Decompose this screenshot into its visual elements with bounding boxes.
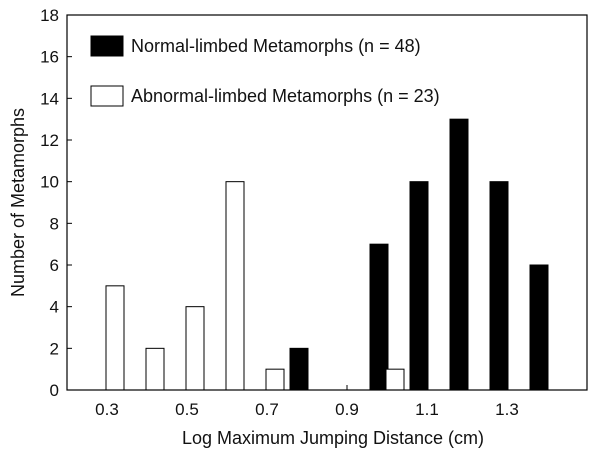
- x-tick-label: 0.3: [95, 400, 119, 419]
- plot-frame: [66, 14, 588, 391]
- normal-bar: [289, 347, 309, 391]
- bars-group: [105, 118, 549, 391]
- legend-label: Normal-limbed Metamorphs (n = 48): [131, 36, 421, 56]
- x-tick-label: 0.7: [255, 400, 279, 419]
- abnormal-bar: [385, 368, 405, 391]
- abnormal-bar: [225, 181, 245, 391]
- y-tick-label: 0: [50, 381, 59, 400]
- abnormal-bar: [105, 285, 125, 391]
- legend-swatch: [90, 35, 124, 57]
- y-tick-label: 12: [40, 131, 59, 150]
- abnormal-bar: [265, 368, 285, 391]
- normal-bar: [529, 264, 549, 391]
- legend-swatch: [90, 85, 124, 107]
- normal-bar: [449, 118, 469, 391]
- y-tick-label: 8: [50, 214, 59, 233]
- x-tick-label: 1.1: [415, 400, 439, 419]
- normal-bar: [489, 181, 509, 391]
- abnormal-bar: [145, 347, 165, 391]
- y-axis-ticks: 0 2 4 6 8 10 12 14 16 18: [40, 6, 72, 400]
- legend: Normal-limbed Metamorphs (n = 48) Abnorma…: [90, 35, 440, 107]
- y-tick-label: 4: [50, 298, 59, 317]
- x-axis-label: Log Maximum Jumping Distance (cm): [182, 428, 484, 448]
- x-tick-label: 1.3: [495, 400, 519, 419]
- y-tick-label: 2: [50, 339, 59, 358]
- normal-bar: [369, 243, 389, 391]
- x-tick-label: 0.5: [175, 400, 199, 419]
- x-tick-label: 0.9: [335, 400, 359, 419]
- abnormal-bar: [185, 306, 205, 391]
- y-axis-label: Number of Metamorphs: [8, 108, 28, 297]
- legend-label: Abnormal-limbed Metamorphs (n = 23): [131, 86, 440, 106]
- y-tick-label: 14: [40, 89, 59, 108]
- y-tick-label: 16: [40, 48, 59, 67]
- y-tick-label: 6: [50, 256, 59, 275]
- y-tick-label: 18: [40, 6, 59, 25]
- normal-bar: [409, 181, 429, 391]
- y-tick-label: 10: [40, 173, 59, 192]
